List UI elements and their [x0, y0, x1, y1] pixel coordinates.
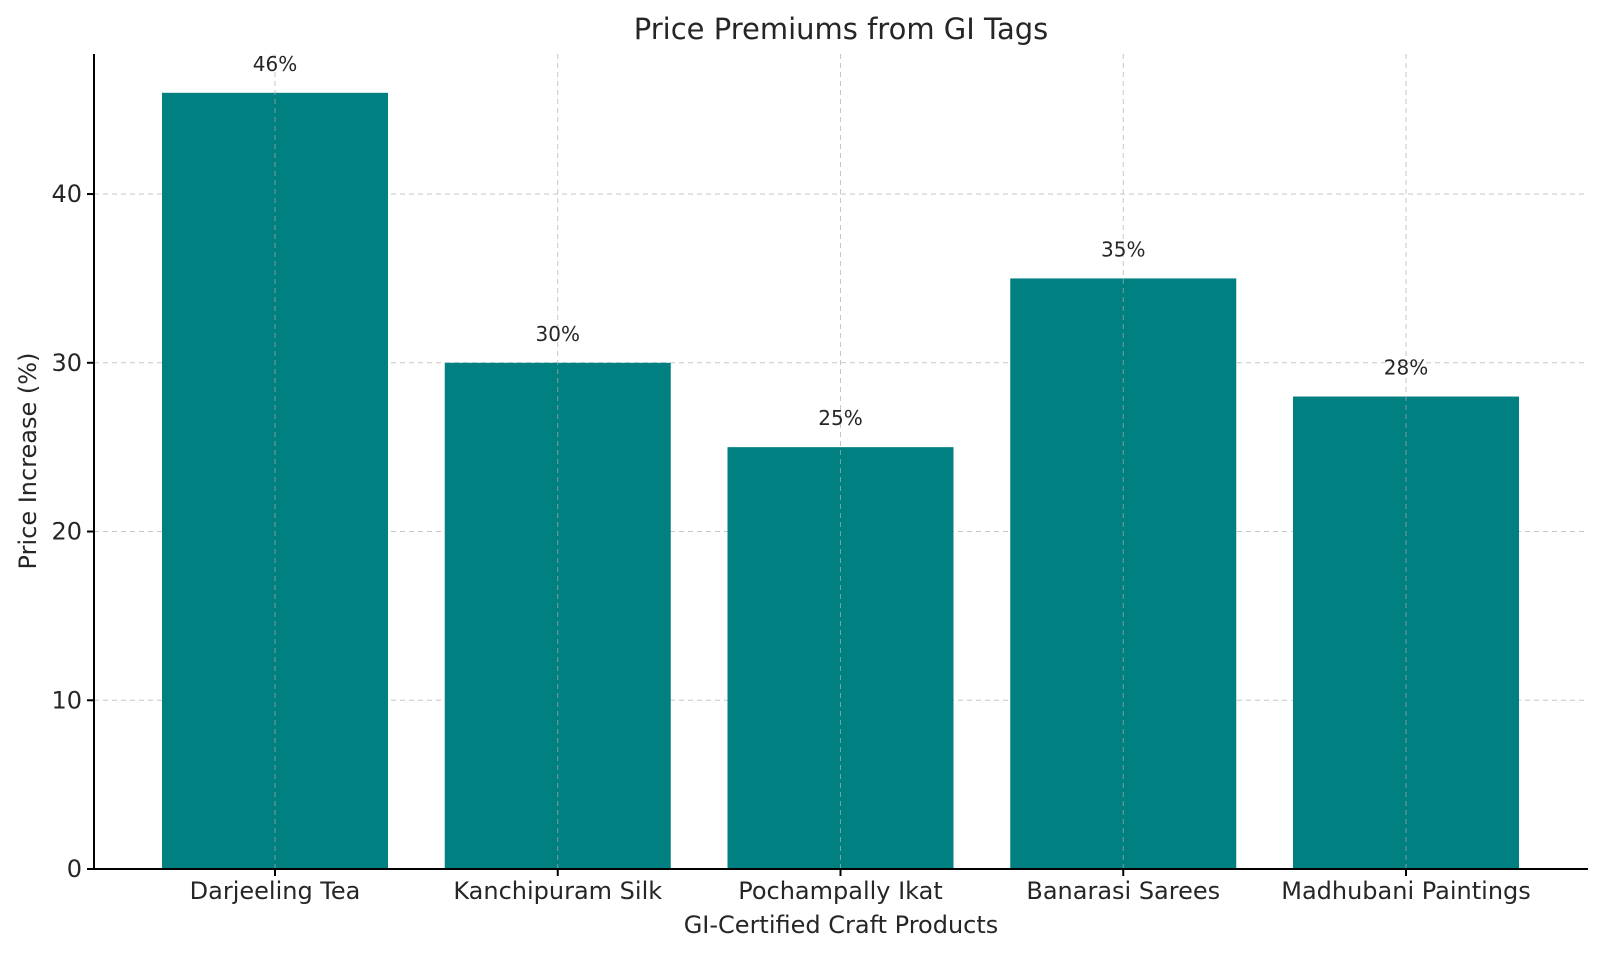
x-tick-label: Darjeeling Tea [190, 877, 361, 905]
y-tick-label: 10 [51, 686, 82, 714]
x-tick-label: Pochampally Ikat [738, 877, 943, 905]
data-labels-layer: 46% 30% 25% 35% 28% [253, 52, 1428, 430]
x-tick-label: Madhubani Paintings [1281, 877, 1531, 905]
ticks-layer: 0 10 20 30 40 Darjeeling Tea Kanchipuram Silk P… [51, 180, 1530, 905]
x-tick-label: Banarasi Sarees [1026, 877, 1220, 905]
y-tick-label: 30 [51, 349, 82, 377]
x-axis-label: GI-Certified Craft Products [684, 911, 999, 939]
data-label: 30% [536, 322, 580, 346]
y-tick-label: 40 [51, 180, 82, 208]
x-tick-label: Kanchipuram Silk [453, 877, 662, 905]
data-label: 28% [1384, 356, 1428, 380]
y-tick-label: 20 [51, 518, 82, 546]
y-tick-label: 0 [67, 855, 82, 883]
data-label: 46% [253, 52, 297, 76]
chart-title: Price Premiums from GI Tags [634, 12, 1048, 46]
data-label: 35% [1101, 237, 1145, 261]
vertical-grid-layer [274, 54, 1407, 869]
bar [1010, 278, 1237, 869]
y-axis-label: Price Increase (%) [14, 353, 42, 570]
data-label: 25% [818, 406, 862, 430]
